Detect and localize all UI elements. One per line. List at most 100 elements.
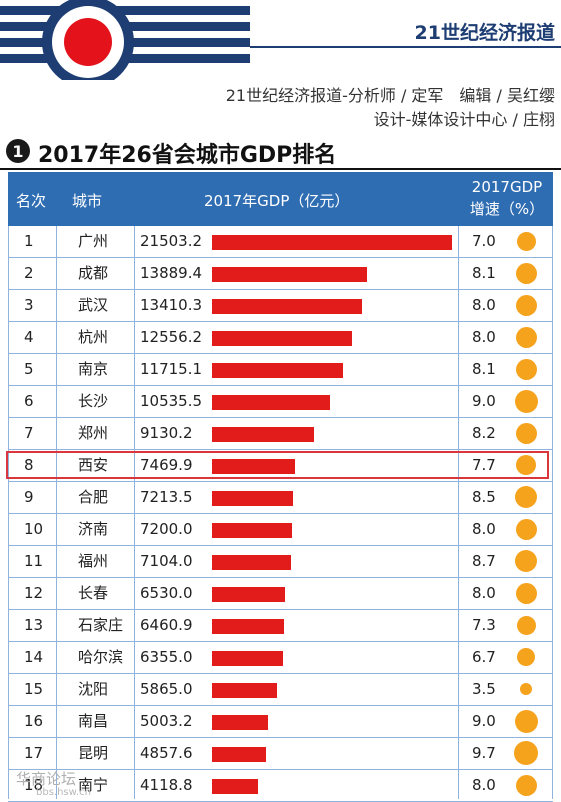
growth-value-label: 7.3 [472, 616, 496, 634]
city-cell: 沈阳 [78, 680, 109, 698]
growth-dot [520, 683, 532, 695]
city-cell: 广州 [78, 232, 109, 250]
growth-value-label: 8.7 [472, 552, 496, 570]
watermark-url: bbs.hsw.cn [36, 787, 91, 798]
growth-dot [515, 358, 537, 380]
table-row: 5 南京 11715.1 8.1 [8, 354, 553, 386]
rank-cell: 9 [24, 488, 34, 506]
gdp-value-label: 4857.6 [140, 744, 193, 762]
column-divider [134, 226, 135, 799]
chart-title: 2017年26省会城市GDP排名 [38, 143, 337, 168]
table-row: 15 沈阳 5865.0 3.5 [8, 674, 553, 706]
column-header-gdp: 2017年GDP（亿元） [204, 192, 350, 210]
growth-dot [515, 582, 537, 604]
gdp-value-label: 6460.9 [140, 616, 193, 634]
growth-dot [515, 550, 537, 572]
table-header: 名次 城市 2017年GDP（亿元） 2017GDP 增速（%） [8, 172, 553, 226]
rank-cell: 10 [24, 520, 44, 538]
title-rule [0, 168, 561, 170]
city-cell: 成都 [78, 264, 109, 282]
table-row: 7 郑州 9130.2 8.2 [8, 418, 553, 450]
growth-value-label: 8.5 [472, 488, 496, 506]
gdp-bar [212, 363, 343, 378]
city-cell: 武汉 [78, 296, 109, 314]
gdp-value-label: 7213.5 [140, 488, 193, 506]
growth-value-label: 3.5 [472, 680, 496, 698]
growth-dot [515, 518, 537, 540]
table-row: 17 昆明 4857.6 9.7 [8, 738, 553, 770]
gdp-bar [212, 715, 268, 730]
gdp-bar [212, 427, 314, 442]
growth-dot [515, 326, 537, 348]
gdp-value-label: 11715.1 [140, 360, 203, 378]
city-cell: 昆明 [78, 744, 109, 762]
gdp-bar [212, 779, 258, 794]
table-row: 3 武汉 13410.3 8.0 [8, 290, 553, 322]
gdp-value-label: 4118.8 [140, 776, 193, 794]
highlight-box [6, 451, 549, 479]
city-cell: 长春 [78, 584, 109, 602]
city-cell: 郑州 [78, 424, 109, 442]
city-cell: 福州 [78, 552, 109, 570]
growth-value-label: 8.0 [472, 328, 496, 346]
column-header-growth-line1: 2017GDP [471, 178, 543, 196]
table-row: 1 广州 21503.2 7.0 [8, 226, 553, 258]
gdp-value-label: 9130.2 [140, 424, 193, 442]
table-row: 16 南昌 5003.2 9.0 [8, 706, 553, 738]
gdp-value-label: 21503.2 [140, 232, 203, 250]
city-cell: 济南 [78, 520, 109, 538]
table-row: 4 杭州 12556.2 8.0 [8, 322, 553, 354]
growth-dot [516, 615, 536, 635]
gdp-bar [212, 747, 266, 762]
growth-value-label: 8.0 [472, 296, 496, 314]
growth-dot [516, 455, 536, 475]
growth-value-label: 7.7 [472, 456, 496, 474]
table-row: 13 石家庄 6460.9 7.3 [8, 610, 553, 642]
gdp-bar [212, 459, 295, 474]
rank-cell: 13 [24, 616, 44, 634]
rank-cell: 8 [24, 456, 34, 474]
growth-dot [515, 774, 537, 796]
growth-dot [515, 294, 537, 316]
table-row: 9 合肥 7213.5 8.5 [8, 482, 553, 514]
growth-dot [517, 648, 535, 666]
gdp-value-label: 13410.3 [140, 296, 203, 314]
table-row: 12 长春 6530.0 8.0 [8, 578, 553, 610]
growth-value-label: 9.7 [472, 744, 496, 762]
table-row: 2 成都 13889.4 8.1 [8, 258, 553, 290]
city-cell: 石家庄 [78, 616, 124, 634]
gdp-bar [212, 619, 284, 634]
city-cell: 南宁 [78, 776, 109, 794]
growth-value-label: 8.1 [472, 264, 496, 282]
rank-cell: 11 [24, 552, 44, 570]
gdp-bar [212, 267, 367, 282]
rank-cell: 7 [24, 424, 34, 442]
gdp-value-label: 7200.0 [140, 520, 193, 538]
gdp-bar [212, 331, 352, 346]
column-header-rank: 名次 [16, 192, 47, 210]
city-cell: 南昌 [78, 712, 109, 730]
column-header-growth: 2017GDP 增速（%） [462, 176, 552, 220]
column-divider [552, 226, 553, 799]
section-title: 1 2017年26省会城市GDP排名 [0, 136, 561, 168]
growth-dot [514, 741, 538, 765]
gdp-value-label: 7469.9 [140, 456, 193, 474]
rank-cell: 15 [24, 680, 44, 698]
gdp-value-label: 13889.4 [140, 264, 203, 282]
growth-value-label: 7.0 [472, 232, 496, 250]
header: 21世纪经济报道 21世纪经济报道-分析师 / 定军 编辑 / 吴红缨 设计-媒… [0, 0, 561, 129]
city-cell: 南京 [78, 360, 109, 378]
column-divider [56, 226, 57, 799]
brand-underline [250, 46, 561, 48]
growth-dot [515, 486, 537, 508]
watermark: 华商论坛 [16, 770, 77, 788]
rank-cell: 4 [24, 328, 34, 346]
gdp-value-label: 5003.2 [140, 712, 193, 730]
gdp-bar [212, 587, 285, 602]
rank-cell: 1 [24, 232, 34, 250]
table-row: 10 济南 7200.0 8.0 [8, 514, 553, 546]
city-cell: 哈尔滨 [78, 648, 124, 666]
newspaper-logo-icon [0, 0, 250, 80]
growth-value-label: 8.2 [472, 424, 496, 442]
column-divider [458, 226, 459, 799]
